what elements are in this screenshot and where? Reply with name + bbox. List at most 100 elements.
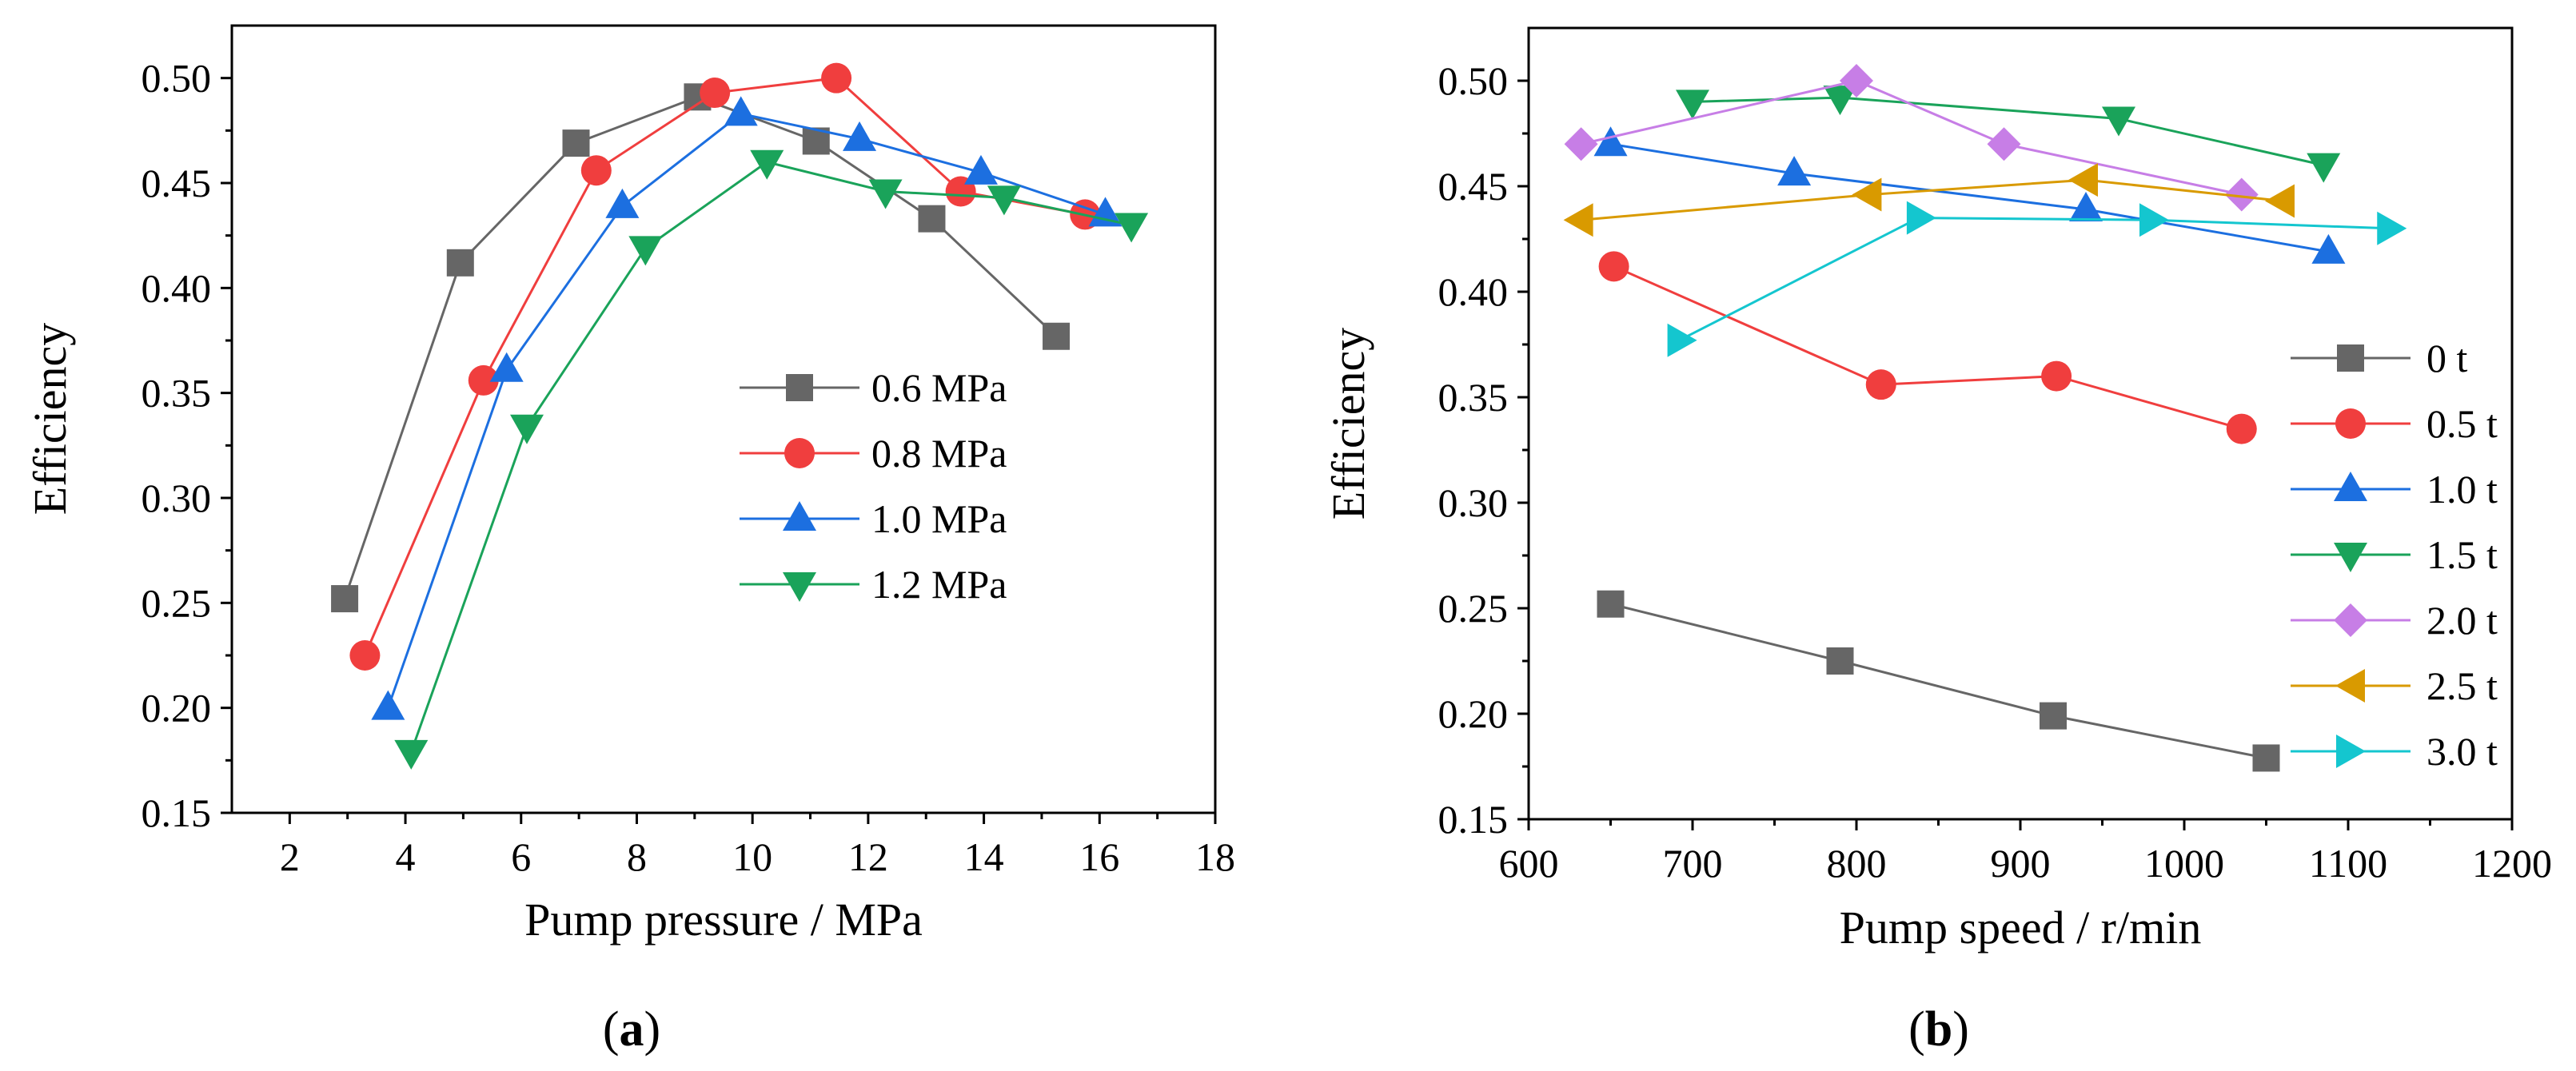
panel-b-legend-entry-3-0t: 3.0 t	[2291, 729, 2498, 774]
x-tick-label: 14	[964, 834, 1004, 879]
data-point	[1593, 126, 1628, 157]
data-point	[1088, 197, 1123, 227]
legend-marker-diamond	[2334, 603, 2367, 637]
data-point	[1777, 156, 1812, 186]
data-point	[2069, 192, 2103, 222]
y-tick-label: 0.40	[142, 265, 212, 310]
panel-b-legend-label: 0 t	[2426, 336, 2468, 380]
data-point	[750, 149, 784, 180]
data-point	[1840, 64, 1873, 98]
data-point	[394, 739, 429, 770]
series-line	[1613, 265, 2243, 431]
panel-b-legend-entry-0-5t: 0.5 t	[2291, 401, 2498, 446]
legend-marker-triangle-down	[2334, 543, 2367, 572]
panel-a-legend-label: 0.8 MPa	[871, 431, 1007, 476]
x-tick-label: 10	[732, 834, 772, 879]
data-point	[1826, 647, 1854, 675]
data-point	[2307, 153, 2341, 183]
data-point	[1598, 251, 1629, 282]
data-point	[562, 129, 590, 157]
data-point	[446, 249, 474, 277]
data-point	[987, 185, 1021, 216]
y-tick-label: 0.45	[1438, 164, 1509, 209]
x-tick-label: 2	[280, 834, 300, 879]
panel-a-legend-entry-0-6mpa: 0.6 MPa	[740, 365, 1007, 410]
data-point	[1043, 322, 1071, 350]
x-tick-label: 800	[1827, 841, 1887, 886]
panel-b-legend-label: 3.0 t	[2426, 729, 2498, 774]
x-tick-label: 600	[1499, 841, 1559, 886]
panel-a-x-ticks: 2 4 6 8 10 12 14 16 18	[280, 813, 1235, 879]
panel-b-legend: 0 t 0.5 t 1.0 t 1.5 t 2.0 t	[2291, 336, 2498, 774]
data-point	[580, 155, 612, 186]
series-0-t	[1597, 590, 2280, 772]
legend-marker-triangle-right	[2336, 735, 2366, 768]
data-point	[1597, 590, 1625, 618]
y-tick-label: 0.25	[1438, 586, 1509, 631]
series-1-0-t	[1593, 126, 2346, 264]
y-tick-label: 0.20	[1438, 691, 1509, 736]
data-point	[2226, 413, 2257, 444]
panel-b-legend-entry-2-5t: 2.5 t	[2291, 663, 2498, 708]
x-tick-label: 8	[627, 834, 647, 879]
data-point	[371, 690, 405, 720]
panel-a: 2 4 6 8 10 12 14 16 18 0.150.200.250.300.350.400…	[24, 24, 1235, 1057]
y-tick-label: 0.30	[142, 476, 212, 520]
x-tick-label: 1200	[2472, 841, 2552, 886]
series-0-6-mpa	[331, 83, 1071, 613]
panel-a-legend-entry-0-8mpa: 0.8 MPa	[740, 431, 1007, 476]
x-tick-label: 1100	[2309, 841, 2387, 886]
panel-a-series	[331, 62, 1149, 770]
panel-a-legend-label: 1.2 MPa	[871, 562, 1007, 607]
data-point	[724, 96, 758, 126]
y-tick-label: 0.40	[1438, 269, 1509, 314]
data-point	[2139, 203, 2169, 237]
series-line	[409, 161, 1132, 753]
y-tick-label: 0.15	[142, 790, 212, 835]
panel-b-legend-entry-2-0t: 2.0 t	[2291, 598, 2498, 643]
data-point	[2041, 360, 2072, 392]
panel-a-plot-frame	[230, 24, 1217, 814]
data-point	[2252, 744, 2280, 772]
panel-b-series	[1563, 64, 2407, 772]
legend-marker-square	[2337, 344, 2364, 372]
data-point	[868, 179, 903, 209]
panel-b-label: (b)	[1908, 1002, 1969, 1057]
panel-b-y-axis-title: Efficiency	[1322, 328, 1374, 520]
y-tick-label: 0.50	[142, 56, 212, 101]
y-tick-label: 0.50	[1438, 58, 1509, 103]
panel-b-legend-entry-1-5t: 1.5 t	[2291, 532, 2498, 577]
data-point	[700, 78, 731, 109]
data-point	[1906, 201, 1936, 235]
series-2-0-t	[1564, 64, 2259, 212]
legend-marker-triangle-left	[2335, 669, 2365, 703]
panel-b-legend-label: 2.0 t	[2426, 598, 2498, 643]
panel-b-legend-label: 0.5 t	[2426, 401, 2498, 446]
series-line	[1581, 79, 2243, 197]
panel-a-legend-label: 0.6 MPa	[871, 365, 1007, 410]
data-point	[1115, 213, 1149, 243]
y-tick-label: 0.35	[142, 371, 212, 416]
data-point	[1676, 90, 1709, 120]
y-tick-label: 0.45	[142, 161, 212, 205]
y-tick-label: 0.35	[1438, 375, 1509, 420]
data-point	[963, 154, 998, 185]
y-tick-label: 0.15	[1438, 797, 1509, 842]
data-point	[1564, 127, 1598, 161]
x-tick-label: 6	[511, 834, 531, 879]
x-tick-label: 700	[1663, 841, 1723, 886]
x-tick-label: 18	[1195, 834, 1235, 879]
panel-a-legend-label: 1.0 MPa	[871, 496, 1007, 541]
data-point	[605, 188, 640, 218]
panel-a-legend: 0.6 MPa 0.8 MPa 1.0 MPa 1.2 MPa	[740, 365, 1007, 607]
panel-a-legend-entry-1-2mpa: 1.2 MPa	[740, 562, 1007, 607]
series-line	[1692, 96, 2324, 167]
legend-marker-square	[786, 374, 813, 401]
data-point	[1667, 323, 1697, 357]
data-point	[2040, 702, 2067, 730]
panel-b-x-ticks: 600 700 800 900 1000 1100 1200	[1499, 819, 2552, 886]
data-point	[1865, 369, 1896, 400]
data-point	[1987, 127, 2021, 161]
